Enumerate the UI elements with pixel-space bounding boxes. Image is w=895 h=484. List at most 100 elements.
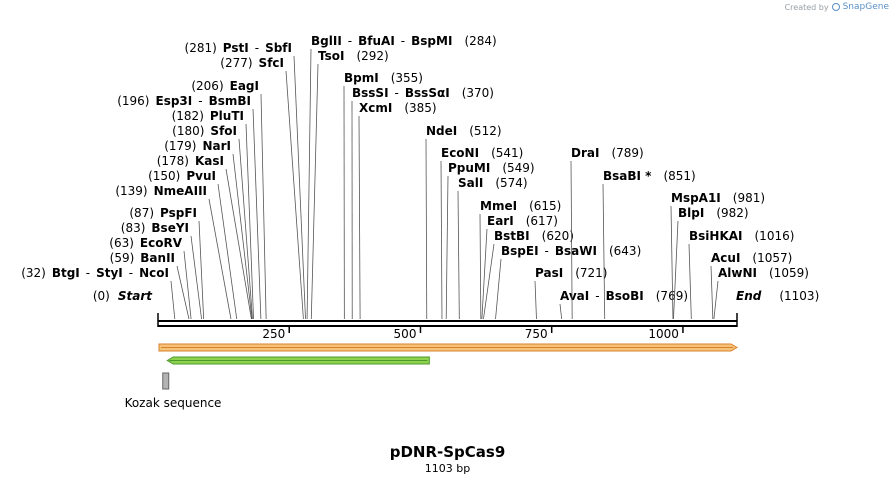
scale-tick-label: 750 [525, 327, 548, 341]
site-label: DraI (789) [571, 146, 644, 160]
enzyme-name: SfoI [210, 124, 237, 138]
site-leader-line [232, 153, 253, 320]
site-leader-line [534, 280, 537, 320]
enzyme-name: BstBI [494, 229, 530, 243]
enzyme-name: PspFI [160, 206, 197, 220]
site-position: (63) [109, 236, 134, 250]
site-label: NdeI (512) [426, 124, 502, 138]
site-label: (281) PstI - SbfI [185, 41, 292, 55]
site-leader-line [225, 168, 252, 320]
site-leader-line [688, 243, 692, 320]
site-leader-line [198, 220, 205, 320]
site-position: (150) [148, 169, 180, 183]
site-leader-line [602, 183, 606, 320]
site-position: (643) [609, 244, 641, 258]
site-label: (179) NarI [164, 139, 231, 153]
site-position: (277) [220, 56, 252, 70]
scale-tick-label: 500 [394, 327, 417, 341]
site-position: (206) [191, 79, 223, 93]
site-leader-line [481, 228, 488, 320]
site-leader-line [252, 108, 262, 320]
site-leader-line [495, 258, 502, 320]
enzyme-name: NmeAIII [154, 184, 207, 198]
site-leader-line [208, 198, 232, 320]
site-label: (139) NmeAIII [115, 184, 207, 198]
site-leader-line [190, 235, 202, 320]
site-position: (180) [172, 124, 204, 138]
enzyme-name: BsaWI [555, 244, 597, 258]
enzyme-name: BspMI [411, 34, 452, 48]
site-leader-line [238, 138, 253, 320]
site-label: PpuMI (549) [448, 161, 535, 175]
site-label: (277) SfcI [220, 56, 284, 70]
enzyme-name: BsaBI * [603, 169, 652, 183]
site-label: AlwNI (1059) [718, 266, 809, 280]
site-label: BssSI - BssSαI (370) [352, 86, 494, 100]
enzyme-name: PstI [223, 41, 249, 55]
site-label: (206) EagI [191, 79, 259, 93]
site-leader-line [673, 220, 679, 320]
enzyme-name: NarI [202, 139, 231, 153]
enzyme-name: PvuI [186, 169, 216, 183]
site-label: BlpI (982) [678, 206, 749, 220]
site-label: (196) Esp3I - BsmBI [117, 94, 251, 108]
site-label: MspA1I (981) [671, 191, 765, 205]
site-label: (150) PvuI [148, 169, 216, 183]
separator: - [129, 266, 133, 280]
site-position: (721) [575, 266, 607, 280]
site-label: (32) BtgI - StyI - NcoI [21, 266, 169, 280]
site-label: MmeI (615) [480, 199, 561, 213]
site-label: (182) PluTI [172, 109, 244, 123]
enzyme-name: SfcI [259, 56, 284, 70]
site-position: (59) [110, 251, 135, 265]
site-leader-line [170, 280, 176, 320]
site-leader-line [570, 160, 573, 320]
site-leader-line [440, 160, 443, 320]
plasmid-length: 1103 bp [424, 462, 471, 475]
site-leader-line [559, 303, 563, 320]
site-position: (83) [121, 221, 146, 235]
site-leader-line [260, 93, 267, 320]
enzyme-name: TsoI [318, 49, 344, 63]
site-position: (617) [526, 214, 558, 228]
site-label: (63) EcoRV [109, 236, 182, 250]
enzyme-name: PasI [535, 266, 563, 280]
separator: - [255, 41, 259, 55]
site-leader-line [310, 63, 319, 320]
enzyme-name: BlpI [678, 206, 704, 220]
site-label: AcuI (1057) [711, 251, 792, 265]
enzyme-name: BsiHKAI [689, 229, 743, 243]
snapgene-logo-icon [831, 3, 840, 11]
site-leader-line [245, 123, 254, 320]
site-position: (549) [502, 161, 534, 175]
enzyme-name: StyI [96, 266, 123, 280]
site-label: SalI (574) [458, 176, 528, 190]
site-label: EcoNI (541) [441, 146, 523, 160]
site-leader-line [306, 48, 312, 320]
site-label: (178) KasI [157, 154, 224, 168]
site-label: XcmI (385) [359, 101, 437, 115]
site-position: (292) [356, 49, 388, 63]
site-label: (83) BseYI [121, 221, 189, 235]
separator: - [395, 86, 399, 100]
feature-kozak-box [162, 372, 170, 390]
enzyme-name: BseYI [151, 221, 189, 235]
site-position: (620) [542, 229, 574, 243]
separator: - [401, 34, 405, 48]
separator: - [198, 94, 202, 108]
site-leader-line [183, 250, 192, 320]
site-leader-line [445, 175, 449, 320]
site-position: (789) [611, 146, 643, 160]
enzyme-name: Esp3I [156, 94, 193, 108]
enzyme-name: BsoBI [606, 289, 644, 303]
site-label: BpmI (355) [344, 71, 423, 85]
enzyme-name: BpmI [344, 71, 379, 85]
site-leader-line [670, 205, 674, 320]
site-position: (385) [404, 101, 436, 115]
start-label: (0) Start [93, 289, 153, 303]
end-label: End (1103) [736, 289, 819, 303]
enzyme-name: PluTI [210, 109, 244, 123]
enzyme-name: EcoNI [441, 146, 479, 160]
separator: - [348, 34, 352, 48]
